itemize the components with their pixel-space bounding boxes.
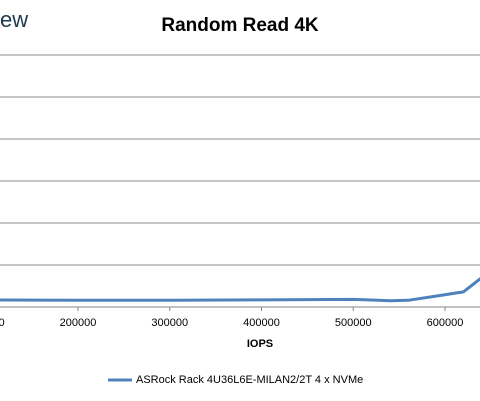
x-tick-label: 100000 xyxy=(0,317,5,329)
chart-title: Random Read 4K xyxy=(161,15,319,36)
x-tick-label: 600000 xyxy=(427,317,464,329)
x-tick-label: 300000 xyxy=(151,317,188,329)
x-tick-label: 400000 xyxy=(243,317,280,329)
legend-label: ASRock Rack 4U36L6E-MILAN2/2T 4 x NVMe xyxy=(136,374,363,386)
x-tick-label: 200000 xyxy=(60,317,97,329)
logo: ew xyxy=(0,7,28,32)
x-axis-label: IOPS xyxy=(247,338,273,350)
x-tick-label: 500000 xyxy=(335,317,372,329)
plot-area xyxy=(0,277,480,303)
series-line xyxy=(0,277,480,303)
